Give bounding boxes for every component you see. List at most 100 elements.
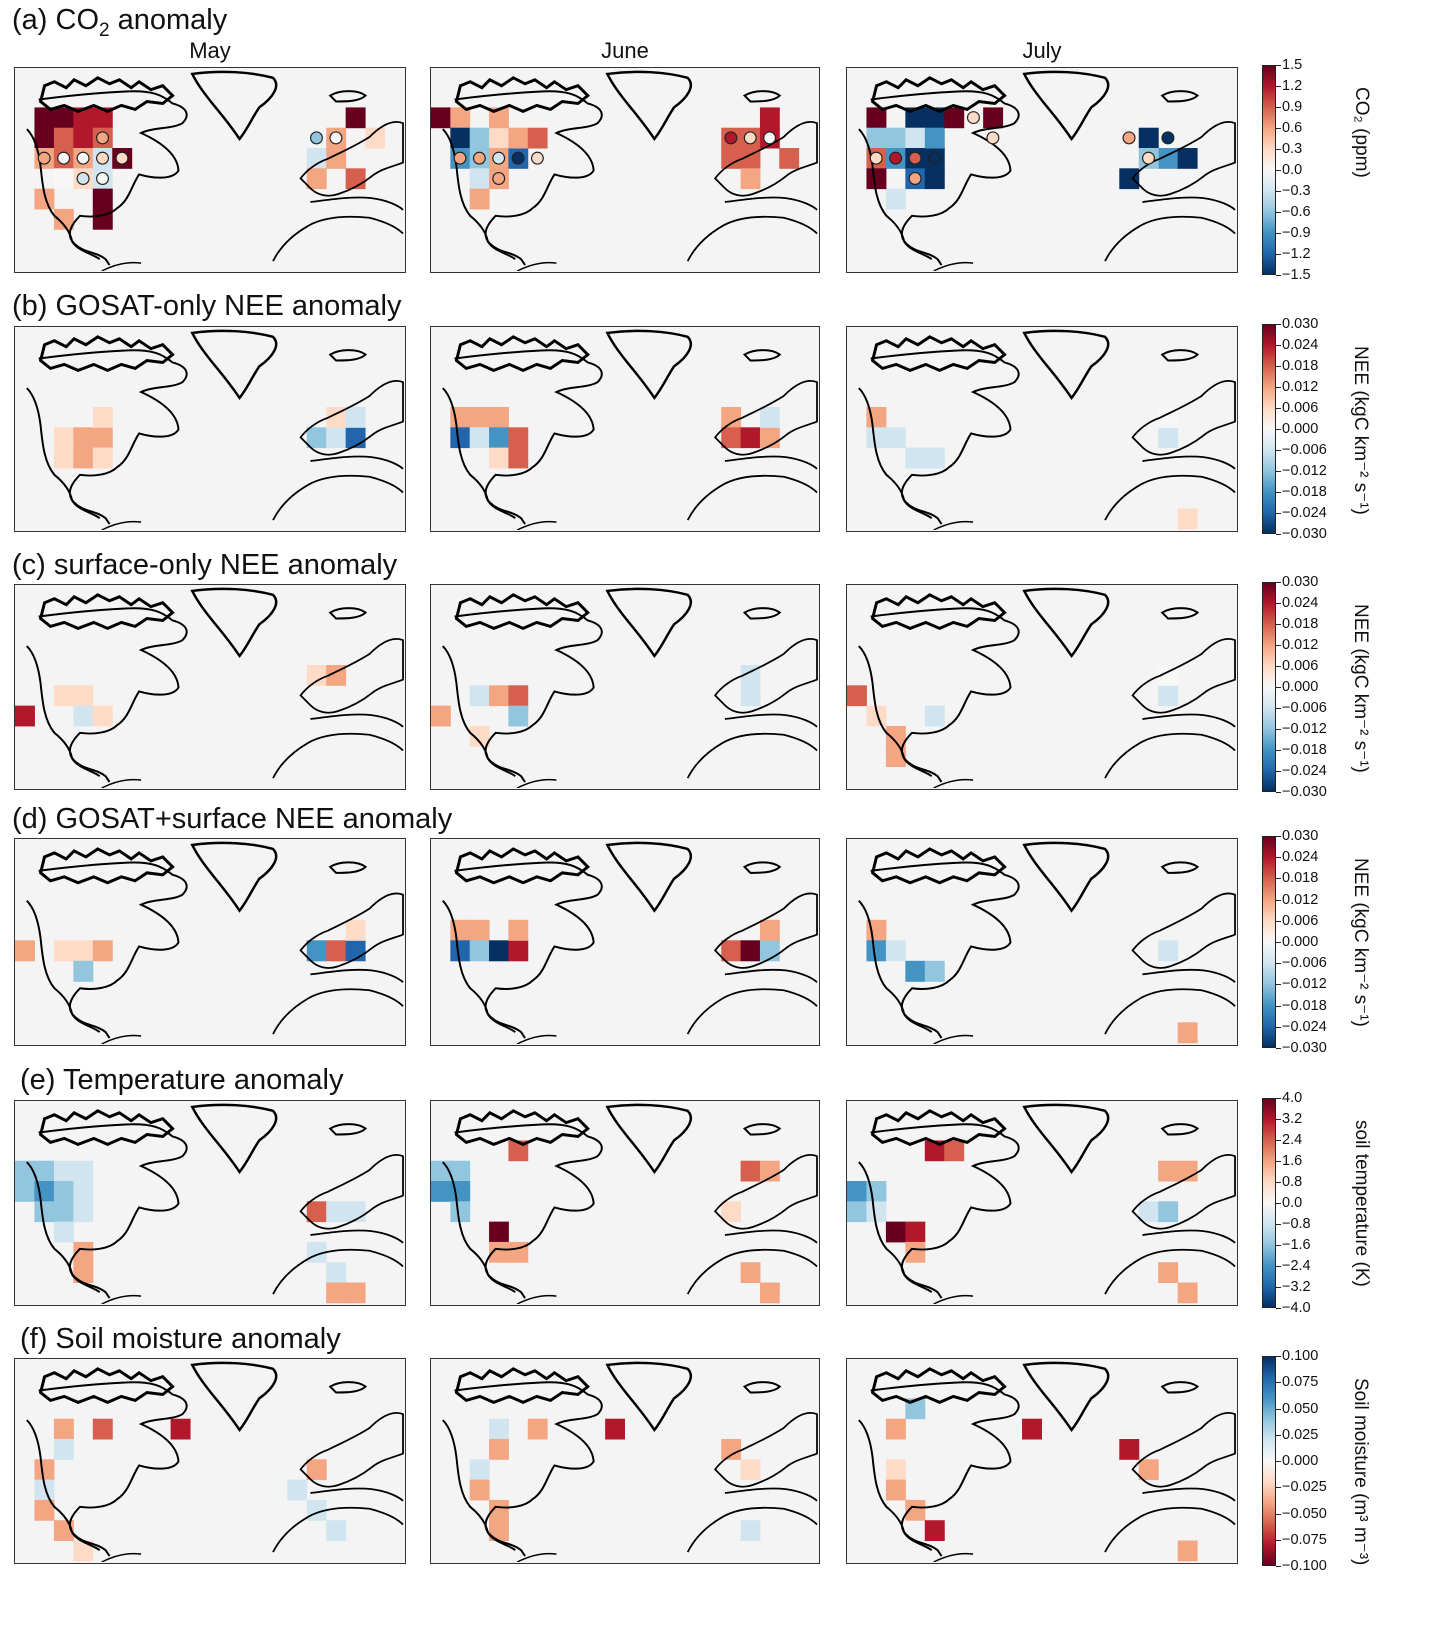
station-marker	[37, 151, 51, 165]
colorbar-tick: −3.2	[1276, 1279, 1311, 1295]
heatmap-cell	[1119, 1439, 1140, 1460]
heatmap-cell	[721, 427, 742, 449]
heatmap-cell	[53, 1221, 74, 1243]
heatmap-cell	[759, 1160, 780, 1182]
heatmap-cell	[73, 1262, 94, 1284]
station-marker	[1141, 151, 1155, 165]
heatmap-cell	[944, 107, 965, 129]
heatmap-cell	[759, 1282, 780, 1304]
heatmap-cell	[527, 1418, 548, 1440]
heatmap-cell	[866, 705, 887, 727]
heatmap-cell	[1138, 1459, 1159, 1481]
station-marker	[928, 151, 942, 165]
map-f-july	[846, 1358, 1238, 1564]
heatmap-cell	[1177, 508, 1198, 530]
map-e-may	[14, 1100, 406, 1306]
station-marker	[472, 151, 486, 165]
heatmap-cell	[489, 127, 509, 149]
station-marker	[966, 111, 980, 125]
heatmap-cell	[326, 940, 347, 962]
heatmap-cell	[1158, 1160, 1179, 1182]
coastline	[857, 329, 1236, 530]
panel-title-e: (e) Temperature anomaly	[20, 1064, 344, 1096]
heatmap-cell	[53, 940, 74, 962]
colorbar-tick: 0.3	[1275, 141, 1303, 157]
heatmap-cell	[306, 940, 327, 962]
heatmap-cell	[469, 427, 490, 449]
colorbar-tick: 0.075	[1275, 1374, 1319, 1391]
coastline	[857, 841, 1236, 1044]
station-marker	[908, 171, 922, 185]
colorbar-tick: −0.012	[1276, 976, 1327, 993]
panel-title-a: (a) CO2 anomaly	[12, 4, 228, 41]
heatmap-cell	[34, 1479, 55, 1501]
heatmap-cell	[170, 1418, 191, 1440]
heatmap-cell	[866, 168, 887, 190]
heatmap-cell	[287, 1479, 308, 1501]
heatmap-cell	[1158, 1201, 1179, 1223]
colorbar-tick: 1.5	[1275, 57, 1303, 73]
colorbar-label-a: CO₂ (ppm)	[1351, 87, 1372, 178]
heatmap-cell	[306, 1201, 327, 1223]
colorbar-tick: −0.075	[1276, 1531, 1327, 1548]
heatmap-cell	[92, 447, 113, 469]
heatmap-cell	[469, 919, 490, 941]
station-marker	[1161, 131, 1175, 145]
station-marker	[724, 131, 738, 145]
heatmap-cell	[469, 940, 490, 962]
heatmap-cell	[885, 1221, 906, 1243]
heatmap-cell	[73, 1201, 94, 1223]
heatmap-cell	[885, 188, 906, 210]
map-d-june	[430, 838, 820, 1046]
colorbar-tick: −1.6	[1276, 1237, 1311, 1253]
station-marker	[1122, 131, 1136, 145]
colorbar-label-e: soil temperature (K)	[1351, 1120, 1372, 1287]
heatmap-cell	[469, 407, 490, 428]
heatmap-cell	[508, 705, 529, 727]
heatmap-cell	[73, 1540, 94, 1562]
heatmap-cell	[34, 1499, 55, 1521]
heatmap-cell	[34, 107, 55, 129]
colorbar-tick: −0.9	[1276, 225, 1311, 241]
heatmap-cell	[721, 407, 742, 428]
heatmap-cell	[759, 919, 780, 941]
colorbar-tick: 0.012	[1275, 637, 1319, 653]
map-e-july	[846, 1100, 1238, 1306]
heatmap-cell	[326, 1282, 347, 1304]
heatmap-cell	[508, 427, 529, 449]
colorbar-tick: −0.6	[1276, 204, 1311, 220]
heatmap-cell	[721, 940, 742, 962]
panel-title-c: (c) surface-only NEE anomaly	[12, 549, 398, 581]
heatmap-cell	[15, 705, 35, 727]
station-marker	[492, 171, 506, 185]
heatmap-cell	[431, 1181, 451, 1202]
colorbar-tick: −0.030	[1276, 784, 1327, 800]
heatmap-cell	[450, 940, 471, 962]
heatmap-cell	[469, 168, 490, 190]
station-marker	[115, 151, 129, 165]
heatmap-cell	[326, 1520, 347, 1542]
heatmap-cell	[924, 960, 945, 982]
heatmap-cell	[53, 1181, 74, 1202]
heatmap-cell	[740, 940, 761, 962]
heatmap-cell	[489, 685, 509, 707]
heatmap-cell	[905, 447, 926, 469]
station-marker	[57, 151, 71, 165]
heatmap-cell	[326, 1201, 347, 1223]
heatmap-cell	[92, 1418, 113, 1440]
station-marker	[76, 171, 90, 185]
colorbar-tick: −0.030	[1276, 526, 1327, 542]
heatmap-cell	[847, 685, 867, 707]
colorbar-tick: 0.100	[1275, 1348, 1319, 1364]
map-c-july	[846, 584, 1238, 790]
colorbar-tick: −0.006	[1276, 955, 1327, 972]
coastline	[441, 1103, 818, 1304]
colorbar-label-b: NEE (kgC km⁻² s⁻¹)	[1350, 346, 1371, 515]
heatmap-cell	[489, 1418, 509, 1440]
heatmap-cell	[15, 1160, 35, 1182]
coastline	[857, 1361, 1236, 1562]
heatmap-cell	[924, 705, 945, 727]
map-a-may	[14, 67, 406, 273]
heatmap-cell	[740, 1520, 761, 1542]
heatmap-cell	[431, 1160, 451, 1182]
